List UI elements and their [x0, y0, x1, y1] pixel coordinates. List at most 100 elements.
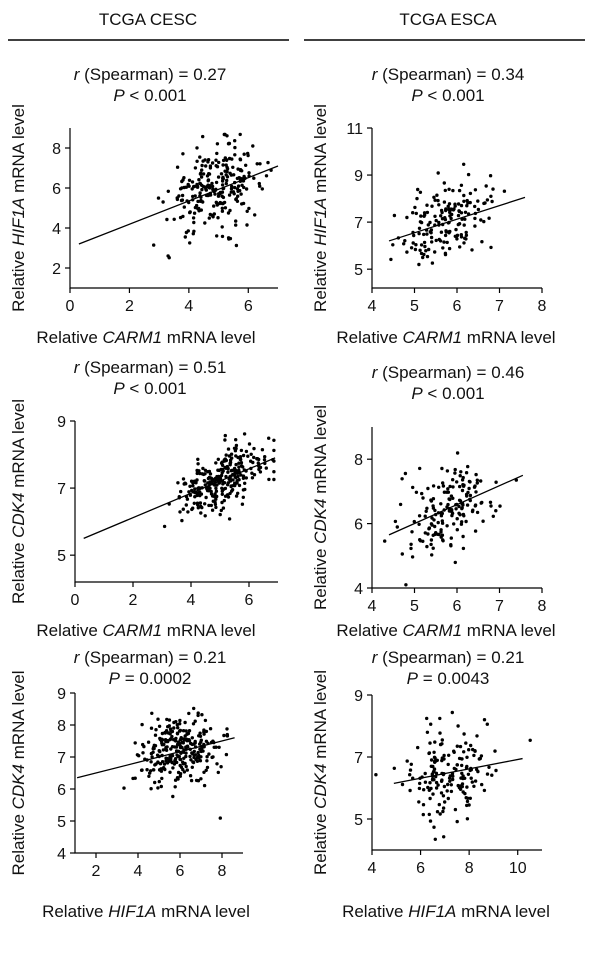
data-point [160, 776, 164, 781]
data-point [242, 432, 247, 436]
data-point [416, 187, 420, 192]
data-point [426, 532, 430, 536]
data-point [218, 512, 222, 517]
data-point [429, 231, 433, 235]
data-point [443, 252, 448, 257]
data-point [419, 214, 423, 218]
data-point [198, 742, 202, 746]
data-point [459, 235, 464, 239]
data-point [448, 484, 452, 489]
data-point [184, 729, 188, 733]
data-point [451, 478, 455, 482]
data-point [216, 770, 220, 775]
data-point [479, 218, 483, 222]
data-point [425, 210, 430, 215]
data-point [190, 765, 194, 769]
data-point [216, 175, 221, 179]
data-point [437, 203, 441, 207]
data-point [187, 729, 192, 733]
data-point [252, 176, 256, 180]
data-point [224, 453, 228, 457]
data-point [239, 473, 243, 477]
data-point [178, 718, 182, 723]
data-point [152, 745, 156, 749]
data-point [198, 759, 203, 763]
data-point [214, 461, 218, 465]
trend-line [393, 757, 523, 784]
data-point [428, 819, 433, 823]
data-point [215, 201, 219, 205]
data-point [421, 255, 425, 260]
data-point [223, 438, 227, 442]
data-point [228, 460, 233, 465]
data-point [410, 555, 415, 559]
data-point [220, 492, 224, 496]
data-point [482, 788, 487, 793]
data-point [442, 753, 446, 758]
data-point [192, 220, 196, 225]
data-point [208, 486, 212, 490]
data-point [213, 476, 218, 480]
data-point [251, 460, 255, 465]
data-point [433, 740, 437, 744]
data-point [154, 728, 158, 732]
data-point [187, 178, 192, 182]
data-point [168, 770, 172, 774]
data-point [473, 216, 477, 221]
y-tick-label: 9 [57, 686, 66, 703]
y-tick-label: 2 [52, 261, 61, 278]
data-point [485, 772, 490, 776]
data-point [192, 706, 196, 711]
data-point [439, 514, 444, 518]
data-point [430, 778, 435, 782]
data-point [442, 784, 447, 789]
data-point [445, 789, 449, 793]
data-point [447, 509, 452, 513]
data-point [458, 245, 462, 249]
data-point [419, 220, 424, 225]
data-point [458, 744, 463, 749]
data-point [453, 807, 458, 812]
data-point [441, 794, 446, 798]
data-point [203, 483, 207, 487]
data-point [441, 538, 445, 542]
data-point [232, 173, 236, 177]
data-point [403, 239, 407, 243]
data-point [140, 722, 144, 727]
x-tick-label: 6 [176, 863, 185, 880]
data-point [457, 504, 461, 509]
data-point [477, 757, 481, 761]
x-tick-label: 0 [66, 298, 75, 315]
data-point [459, 183, 464, 187]
data-point [433, 214, 437, 218]
data-point [412, 519, 416, 524]
data-point [408, 768, 413, 772]
data-point [244, 187, 249, 191]
y-tick-label: 6 [57, 782, 66, 799]
data-point [197, 469, 201, 473]
data-point [171, 766, 175, 770]
data-point [225, 167, 230, 171]
data-point [210, 184, 215, 189]
data-point [146, 740, 151, 744]
data-point [460, 488, 465, 493]
data-point [195, 493, 199, 498]
y-axis-label: Relative CDK4 mRNA level [9, 670, 28, 875]
data-point [444, 230, 448, 234]
data-point [238, 455, 243, 459]
data-point [252, 473, 257, 477]
data-point [412, 233, 416, 238]
data-point [424, 249, 428, 253]
data-point [244, 476, 248, 480]
data-point [414, 243, 418, 247]
data-point [440, 778, 444, 782]
data-point [201, 159, 205, 163]
data-point [207, 193, 211, 197]
data-point [175, 165, 180, 169]
data-point [226, 211, 231, 215]
data-point [212, 212, 216, 216]
data-point [156, 196, 161, 200]
data-point [421, 812, 425, 817]
data-point [169, 758, 173, 762]
data-point [223, 486, 228, 491]
